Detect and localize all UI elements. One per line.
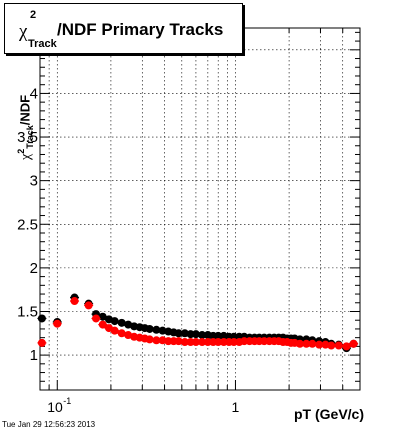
y-axis-label-symbol: χ xyxy=(18,153,34,160)
data-point-series-0 xyxy=(145,324,154,333)
data-point-series-1 xyxy=(349,339,358,348)
data-point-series-1 xyxy=(342,342,351,351)
data-point-series-1 xyxy=(98,320,107,329)
data-point-series-0 xyxy=(174,329,183,338)
data-point-series-0 xyxy=(214,331,223,340)
data-point-series-0 xyxy=(110,317,119,326)
data-point-series-1 xyxy=(53,319,62,328)
data-point-series-1 xyxy=(327,341,336,350)
y-tick-label: 1 xyxy=(30,347,38,364)
data-point-series-1 xyxy=(302,339,311,348)
data-point-series-0 xyxy=(98,312,107,321)
data-point-series-1 xyxy=(152,336,161,345)
y-axis-label-sup: 2 xyxy=(16,148,26,154)
data-point-series-0 xyxy=(198,331,207,340)
y-tick-label: 2 xyxy=(30,260,38,277)
data-point-series-1 xyxy=(334,341,343,350)
data-point-series-1 xyxy=(295,339,304,348)
data-point-series-1 xyxy=(191,338,200,347)
y-tick-label: 4 xyxy=(30,85,38,102)
data-point-series-1 xyxy=(92,314,101,323)
data-point-series-0 xyxy=(191,330,200,339)
data-point-series-1 xyxy=(84,301,93,310)
data-point-series-0 xyxy=(37,314,46,323)
x-axis-label: pT (GeV/c) xyxy=(293,406,364,422)
data-point-series-1 xyxy=(308,339,317,348)
tick-labels: 11.522.533.544.510-11 xyxy=(17,42,239,415)
y-tick-label: 2.5 xyxy=(17,216,38,233)
data-point-series-1 xyxy=(214,338,223,347)
chart-title-box: χ 2 Track /NDF Primary Tracks xyxy=(4,3,243,54)
y-axis-label: χ2Track/NDF xyxy=(16,95,35,160)
data-point-series-1 xyxy=(70,297,79,306)
x-tick-label-exponent: -1 xyxy=(63,396,71,406)
data-point-series-1 xyxy=(180,338,189,347)
y-tick-label: 3 xyxy=(30,173,38,190)
data-point-series-1 xyxy=(198,338,207,347)
data-point-series-1 xyxy=(37,338,46,347)
data-point-series-1 xyxy=(174,337,183,346)
data-point-series-1 xyxy=(315,340,324,349)
y-tick-label: 3.5 xyxy=(17,129,38,146)
y-axis-label-sub: Track xyxy=(24,125,35,149)
x-tick-label: 1 xyxy=(232,399,240,415)
y-axis-label-text: /NDF xyxy=(17,94,33,126)
data-point-series-1 xyxy=(145,335,154,344)
data-point-series-0 xyxy=(152,325,161,334)
data-markers xyxy=(37,293,359,353)
chart-title: /NDF Primary Tracks xyxy=(57,20,224,39)
y-tick-label: 1.5 xyxy=(17,303,38,320)
timestamp: Tue Jan 29 12:56:23 2013 xyxy=(2,420,96,429)
data-point-series-1 xyxy=(110,326,119,335)
title-subscript: Track xyxy=(28,38,57,50)
title-superscript: 2 xyxy=(30,9,37,21)
x-tick-label: 10 xyxy=(47,399,63,415)
title-symbol: χ xyxy=(19,21,28,42)
